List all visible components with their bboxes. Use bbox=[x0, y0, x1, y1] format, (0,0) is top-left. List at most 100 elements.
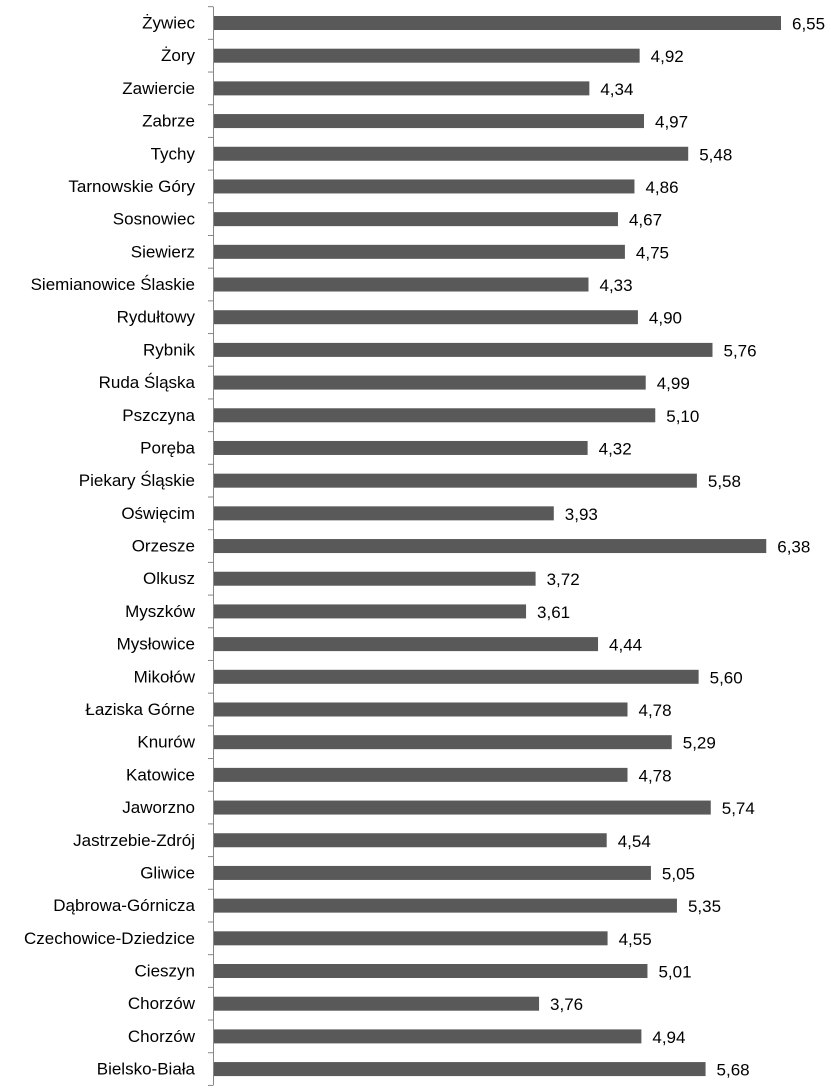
value-label: 5,05 bbox=[662, 864, 695, 883]
value-label: 4,92 bbox=[651, 47, 684, 66]
category-label: Tychy bbox=[151, 144, 196, 163]
bar bbox=[214, 865, 651, 880]
bar bbox=[214, 506, 554, 521]
category-label: Tarnowskie Góry bbox=[68, 177, 195, 196]
category-label: Siemianowice Ślaskie bbox=[31, 275, 195, 294]
value-label: 4,75 bbox=[636, 243, 669, 262]
category-label: Katowice bbox=[126, 765, 195, 784]
value-label: 4,54 bbox=[618, 832, 651, 851]
value-label: 4,33 bbox=[599, 276, 632, 295]
value-label: 4,34 bbox=[600, 80, 633, 99]
bar bbox=[214, 473, 697, 488]
bar bbox=[214, 964, 648, 979]
bar bbox=[214, 735, 672, 750]
category-label: Rydułtowy bbox=[117, 308, 196, 327]
bar bbox=[214, 16, 781, 30]
category-label: Cieszyn bbox=[135, 962, 195, 981]
bar bbox=[214, 571, 536, 586]
category-label: Chorzów bbox=[128, 994, 196, 1013]
bar bbox=[214, 342, 713, 357]
value-label: 4,55 bbox=[619, 930, 652, 949]
bar bbox=[214, 800, 711, 815]
value-label: 4,94 bbox=[652, 1028, 685, 1047]
category-label: Żywiec bbox=[142, 14, 195, 33]
value-label: 3,76 bbox=[550, 995, 583, 1014]
category-label: Oświęcim bbox=[121, 504, 195, 523]
value-label: 5,29 bbox=[683, 734, 716, 753]
category-label: Łaziska Górne bbox=[85, 700, 195, 719]
category-label: Czechowice-Dziedzice bbox=[24, 929, 195, 948]
bar bbox=[214, 81, 590, 96]
bar bbox=[214, 48, 640, 63]
category-label: Knurów bbox=[137, 733, 195, 752]
value-label: 5,58 bbox=[708, 472, 741, 491]
bar bbox=[214, 1062, 706, 1077]
category-label: Mysłowice bbox=[117, 635, 195, 654]
category-label: Myszków bbox=[125, 602, 196, 621]
category-label: Chorzów bbox=[128, 1027, 196, 1046]
value-label: 4,44 bbox=[609, 636, 642, 655]
value-label: 5,01 bbox=[658, 963, 691, 982]
category-label: Jaworzno bbox=[122, 798, 195, 817]
value-label: 5,35 bbox=[688, 897, 721, 916]
bar bbox=[214, 669, 699, 684]
category-label: Ruda Śląska bbox=[99, 373, 196, 392]
category-label: Zawiercie bbox=[122, 79, 195, 98]
bar bbox=[214, 440, 588, 455]
category-label: Poręba bbox=[140, 438, 195, 457]
value-label: 4,97 bbox=[655, 113, 688, 132]
category-label: Gliwice bbox=[140, 863, 195, 882]
bar bbox=[214, 898, 677, 913]
bar bbox=[214, 604, 527, 619]
value-label: 4,78 bbox=[639, 701, 672, 720]
value-label: 5,48 bbox=[699, 145, 732, 164]
category-label: Bielsko-Biała bbox=[97, 1060, 196, 1079]
bar bbox=[214, 637, 599, 652]
bar bbox=[214, 539, 767, 554]
value-label: 4,99 bbox=[657, 374, 690, 393]
bar bbox=[214, 702, 628, 717]
value-label: 5,76 bbox=[723, 341, 756, 360]
value-label: 3,93 bbox=[565, 505, 598, 524]
bar bbox=[214, 408, 656, 423]
bar bbox=[214, 833, 607, 848]
value-label: 4,32 bbox=[599, 439, 632, 458]
value-label: 5,74 bbox=[722, 799, 755, 818]
category-label: Orzesze bbox=[132, 537, 195, 556]
category-label: Siewierz bbox=[131, 242, 195, 261]
category-label: Zabrze bbox=[142, 112, 195, 131]
bar bbox=[214, 310, 638, 325]
value-label: 6,55 bbox=[792, 15, 825, 34]
value-label: 4,67 bbox=[629, 211, 662, 230]
bar bbox=[214, 212, 618, 227]
bar bbox=[214, 1029, 642, 1044]
bar bbox=[214, 931, 608, 946]
category-label: Mikołów bbox=[134, 667, 196, 686]
category-label: Rybnik bbox=[143, 340, 195, 359]
category-label: Olkusz bbox=[143, 569, 195, 588]
bar bbox=[214, 277, 589, 292]
bar bbox=[214, 114, 644, 129]
value-label: 3,61 bbox=[537, 603, 570, 622]
value-label: 4,78 bbox=[639, 766, 672, 785]
bar bbox=[214, 996, 540, 1011]
category-label: Piekary Śląskie bbox=[79, 471, 195, 490]
value-label: 5,68 bbox=[717, 1061, 750, 1080]
bar bbox=[214, 375, 646, 390]
value-label: 5,60 bbox=[710, 668, 743, 687]
category-label: Dąbrowa-Górnicza bbox=[53, 896, 195, 915]
value-label: 4,90 bbox=[649, 309, 682, 328]
value-label: 4,86 bbox=[645, 178, 678, 197]
category-label: Pszczyna bbox=[122, 406, 195, 425]
category-label: Jastrzebie-Zdrój bbox=[73, 831, 195, 850]
value-label: 3,72 bbox=[547, 570, 580, 589]
category-label: Żory bbox=[161, 46, 196, 65]
bar bbox=[214, 146, 689, 161]
value-label: 6,38 bbox=[777, 538, 810, 557]
category-label: Sosnowiec bbox=[113, 210, 196, 229]
value-label: 5,10 bbox=[666, 407, 699, 426]
bar bbox=[214, 767, 628, 782]
bar bbox=[214, 179, 635, 194]
bar bbox=[214, 244, 625, 259]
